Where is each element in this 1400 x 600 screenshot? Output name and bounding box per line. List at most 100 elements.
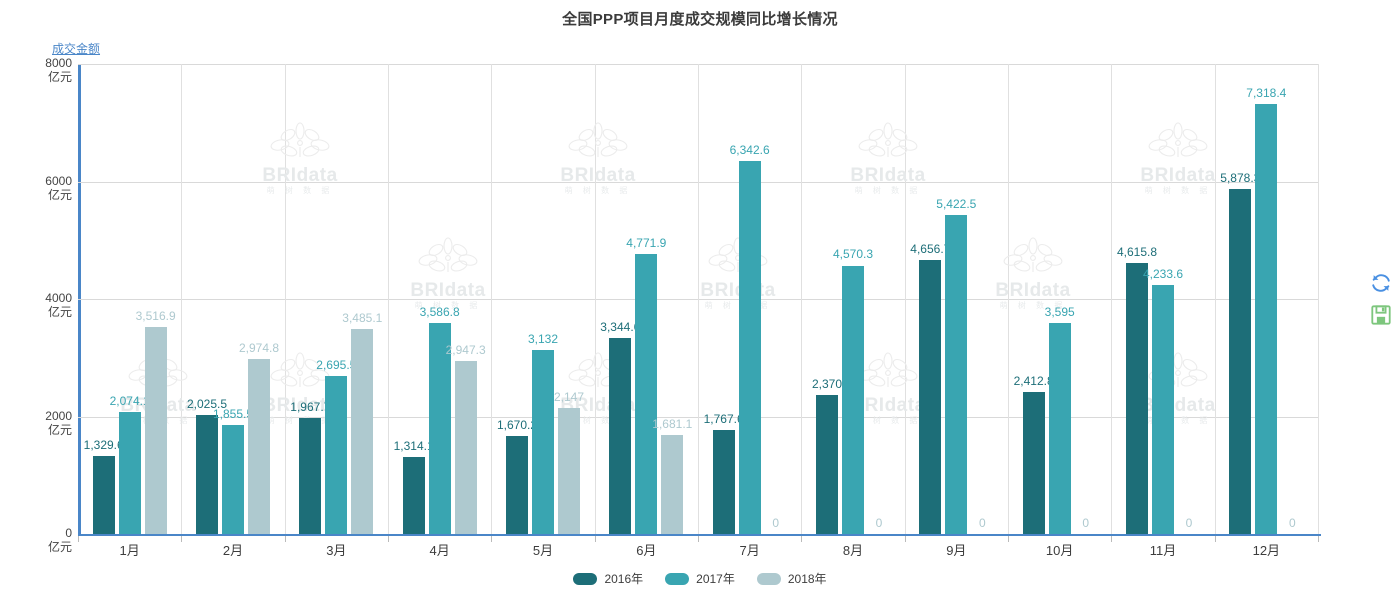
y-tick-value: 4000: [45, 291, 72, 305]
x-tick-mark: [491, 536, 493, 542]
bar-value-label: 4,570.3: [832, 247, 874, 262]
gridline-vertical: [1215, 64, 1216, 534]
y-tick-value: 8000: [45, 56, 72, 70]
watermark-subtext: 萌 树 数 据: [564, 186, 632, 195]
bar[interactable]: [842, 265, 864, 534]
x-tick-mark: [1008, 536, 1009, 542]
bar-value-label: 2,947.3: [445, 342, 486, 357]
plot-area: BRIdata 萌 树 数 据 BRIdata 萌 树 数 据 BRIdata 萌 树 数…: [78, 64, 1319, 534]
bar-value-label: 0: [978, 516, 986, 530]
bar-value-label: 2,412.8: [1013, 374, 1054, 389]
x-tick-mark: [698, 536, 699, 542]
legend-label: 2017年: [696, 572, 735, 586]
x-tick-label: 4月: [429, 543, 450, 558]
bar-value-label: 1,314.1: [393, 438, 434, 453]
bar[interactable]: [196, 415, 218, 534]
bar[interactable]: [712, 430, 735, 534]
bar[interactable]: [1022, 392, 1045, 534]
legend-item[interactable]: 2016年: [573, 570, 643, 587]
bar-value-label: 4,615.8: [1116, 244, 1158, 259]
legend-item[interactable]: 2018年: [756, 570, 827, 587]
y-tick-label: 4000 亿元: [10, 291, 72, 319]
bar[interactable]: [1229, 188, 1252, 534]
bar[interactable]: [92, 455, 115, 534]
bar-value-label: 0: [772, 516, 779, 530]
bar[interactable]: [816, 394, 838, 534]
page-title: 全国PPP项目月度成交规模同比增长情况: [562, 11, 838, 28]
bar-value-label: 0: [1288, 516, 1296, 530]
bar-value-label: 2,074.1: [109, 394, 150, 409]
x-tick-mark: [78, 536, 79, 542]
gridline-vertical: [1008, 64, 1009, 534]
bar[interactable]: [118, 412, 141, 534]
x-tick-mark: [1318, 536, 1319, 542]
x-tick-label: 11月: [1149, 543, 1177, 558]
gridline-vertical: [388, 64, 389, 534]
x-tick-label: 3月: [326, 543, 347, 558]
bar-value-label: 3,586.8: [419, 305, 460, 320]
y-tick-label: 8000 亿元: [10, 56, 72, 84]
bar[interactable]: [661, 435, 684, 534]
y-tick-unit: 亿元: [47, 187, 72, 202]
bar-value-label: 2,695.5: [316, 357, 357, 372]
legend-swatch: [756, 572, 781, 585]
x-tick-mark: [1111, 536, 1113, 542]
bar-value-label: 1,670.2: [496, 417, 538, 432]
bar[interactable]: [325, 375, 348, 534]
gridline-vertical: [698, 64, 699, 534]
bar[interactable]: [532, 350, 554, 534]
gridline-vertical: [181, 64, 182, 534]
watermark-text: BRIdata: [850, 165, 926, 186]
x-tick-mark: [284, 536, 286, 542]
bar[interactable]: [1126, 262, 1148, 534]
legend-item[interactable]: 2017年: [665, 570, 735, 587]
bar[interactable]: [506, 435, 528, 534]
bar[interactable]: [428, 323, 451, 534]
y-tick-label: 2000 亿元: [10, 409, 72, 437]
x-tick-label: 5月: [532, 543, 554, 558]
bar[interactable]: [1255, 104, 1278, 534]
bar[interactable]: [919, 260, 942, 534]
y-tick-unit: 亿元: [47, 70, 72, 84]
bar-value-label: 0: [1082, 516, 1089, 530]
x-tick-mark: [904, 536, 906, 542]
bar[interactable]: [248, 359, 270, 534]
refresh-icon[interactable]: [1370, 272, 1392, 294]
bar[interactable]: [299, 418, 322, 534]
x-tick-label: 12月: [1252, 543, 1281, 558]
x-tick-label: 8月: [842, 543, 864, 558]
bar[interactable]: [635, 253, 658, 534]
side-toolbar: [1370, 272, 1392, 326]
x-tick-label: 7月: [739, 543, 760, 558]
gridline-vertical: [1111, 64, 1112, 534]
bar[interactable]: [1048, 322, 1071, 534]
x-tick-mark: [594, 536, 596, 542]
y-tick-label: 0 亿元: [10, 526, 72, 554]
gridline-vertical: [1318, 64, 1319, 534]
bar[interactable]: [738, 161, 761, 534]
bar[interactable]: [945, 215, 968, 534]
y-tick-value: 6000: [45, 173, 72, 188]
bar[interactable]: [402, 456, 425, 534]
bar[interactable]: [144, 327, 167, 534]
legend-swatch: [665, 572, 690, 585]
bar[interactable]: [351, 329, 374, 534]
bar[interactable]: [1152, 285, 1174, 534]
watermark-text: BRIdata: [262, 165, 338, 186]
bar[interactable]: [609, 337, 632, 534]
legend-label: 2016年: [604, 572, 644, 586]
bar[interactable]: [558, 407, 580, 534]
bar-value-label: 2,370: [811, 376, 843, 391]
bar-value-label: 1,967.7: [290, 400, 331, 415]
x-tick-mark: [1214, 536, 1216, 542]
gridline-vertical: [595, 64, 596, 534]
bar-value-label: 2,025.5: [186, 397, 228, 411]
bar-value-label: 4,233.6: [1142, 267, 1184, 282]
bar-value-label: 3,132: [527, 331, 559, 346]
bar[interactable]: [222, 425, 244, 534]
bar[interactable]: [454, 360, 477, 534]
bar-value-label: 3,516.9: [135, 309, 176, 324]
save-icon[interactable]: [1370, 304, 1392, 326]
legend-label: 2018年: [787, 572, 827, 586]
